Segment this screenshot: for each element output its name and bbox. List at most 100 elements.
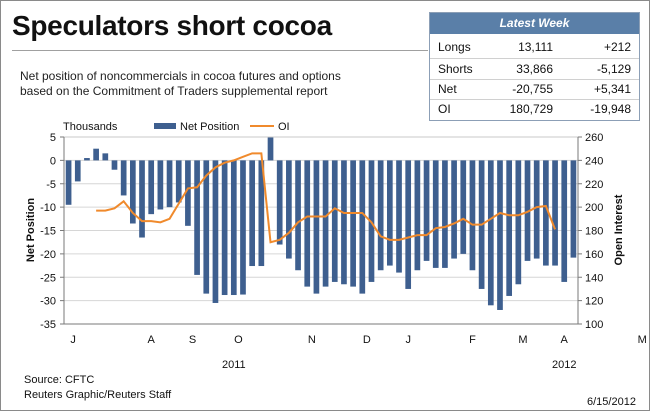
- left-axis-title: Net Position: [25, 198, 37, 262]
- net-position-bar: [322, 160, 329, 287]
- net-position-bar: [487, 160, 494, 306]
- row-label: OI: [438, 102, 451, 116]
- month-label: M: [638, 334, 647, 346]
- row-value: 33,866: [516, 62, 553, 76]
- net-position-bar: [570, 160, 577, 258]
- row-value: 180,729: [509, 102, 553, 116]
- net-position-bar: [84, 158, 90, 161]
- row-change: +212: [603, 40, 631, 54]
- y2-tick-label: 180: [585, 226, 603, 238]
- net-position-bar: [230, 160, 237, 296]
- net-position-bar: [139, 160, 145, 238]
- row-divider: [430, 79, 639, 80]
- net-position-bar: [552, 160, 558, 266]
- right-axis-ticks: 260 240 220 200 180 160 140 120 100: [578, 132, 603, 331]
- month-label: A: [561, 334, 569, 346]
- credit-note: Reuters Graphic/Reuters Staff: [24, 389, 172, 401]
- latest-week-heading: Latest Week: [430, 13, 639, 34]
- left-axis-ticks: 5 0 -5 -10 -15 -20 -25 -30 -35: [40, 132, 64, 331]
- net-position-bar: [74, 160, 81, 182]
- legend-swatch-net-position: [154, 123, 176, 129]
- y2-tick-label: 200: [585, 202, 603, 214]
- y-tick-label: 0: [50, 155, 56, 167]
- net-position-bar: [460, 160, 467, 254]
- row-divider: [430, 99, 639, 100]
- y-tick-label: -30: [40, 296, 56, 308]
- latest-week-panel: Latest Week Longs 13,111 +212 Shorts 33,…: [429, 12, 640, 121]
- net-position-bar: [432, 160, 439, 268]
- y-tick-label: -10: [40, 202, 56, 214]
- y-tick-label: 5: [50, 132, 56, 144]
- y-tick-label: -15: [40, 226, 56, 238]
- latest-week-row-shorts: Shorts 33,866 -5,129: [430, 59, 639, 79]
- subtitle-line-1: Net position of noncommercials in cocoa …: [20, 69, 341, 83]
- subtitle: Net position of noncommercials in cocoa …: [20, 69, 420, 99]
- net-position-bar: [331, 160, 338, 282]
- row-value: 13,111: [518, 40, 553, 54]
- net-position-bar: [157, 160, 164, 210]
- net-position-bar: [469, 160, 476, 271]
- net-position-bar: [313, 160, 320, 294]
- net-position-bar: [396, 160, 402, 273]
- net-position-bar: [102, 153, 109, 161]
- net-position-bars: [65, 137, 577, 310]
- net-position-bar: [506, 160, 513, 296]
- net-position-bar: [258, 160, 265, 267]
- date-stamp: 6/15/2012: [587, 396, 636, 408]
- month-label: S: [189, 334, 196, 346]
- subtitle-line-2: based on the Commitment of Traders suppl…: [20, 84, 328, 98]
- net-position-bar: [442, 160, 448, 268]
- net-position-bar: [561, 160, 568, 282]
- net-position-bar: [414, 160, 421, 271]
- net-position-bar: [359, 160, 366, 294]
- legend-label-net-position: Net Position: [180, 121, 239, 133]
- net-position-bar: [497, 160, 503, 310]
- legend-label-oi: OI: [278, 121, 290, 133]
- month-labels: JASONDJFMAMJ: [70, 334, 647, 346]
- net-position-bar: [166, 160, 173, 208]
- net-position-bar: [120, 160, 127, 196]
- net-position-bar: [386, 160, 393, 266]
- latest-week-row-oi: OI 180,729 -19,948: [430, 99, 639, 119]
- y2-tick-label: 260: [585, 132, 603, 144]
- net-position-bar: [515, 160, 522, 285]
- month-label: O: [234, 334, 243, 346]
- month-label: J: [405, 334, 411, 346]
- y-tick-label: -5: [46, 179, 56, 191]
- y2-tick-label: 100: [585, 319, 603, 331]
- y-tick-label: -20: [40, 249, 56, 261]
- year-label: 2011: [222, 359, 246, 371]
- units-label: Thousands: [63, 121, 118, 133]
- row-change: +5,341: [593, 82, 631, 96]
- y2-tick-label: 160: [585, 249, 603, 261]
- right-axis-title: Open Interest: [613, 194, 625, 265]
- net-position-bar: [423, 160, 430, 261]
- y2-tick-label: 140: [585, 272, 603, 284]
- row-change: -19,948: [590, 102, 631, 116]
- net-position-bar: [524, 160, 531, 261]
- year-label: 2012: [552, 359, 576, 371]
- row-label: Net: [438, 82, 457, 96]
- net-position-bar: [221, 160, 228, 296]
- net-position-bar: [341, 160, 347, 285]
- month-label: J: [70, 334, 76, 346]
- net-position-bar: [295, 160, 301, 271]
- y2-tick-label: 120: [585, 296, 603, 308]
- net-position-bar: [267, 137, 274, 161]
- net-position-bar: [185, 160, 191, 226]
- row-value: -20,755: [512, 82, 553, 96]
- month-label: F: [469, 334, 476, 346]
- net-position-bar: [65, 160, 72, 205]
- net-position-bar: [286, 160, 292, 259]
- row-change: -5,129: [596, 62, 631, 76]
- row-divider: [430, 58, 639, 59]
- oi-line: [96, 152, 556, 244]
- net-position-bar: [533, 160, 540, 259]
- net-position-bar: [194, 160, 200, 275]
- legend: Net Position OI: [154, 121, 290, 133]
- net-position-bar: [276, 160, 283, 245]
- net-position-bar: [543, 160, 549, 266]
- y2-tick-label: 240: [585, 155, 603, 167]
- net-position-bar: [304, 160, 311, 287]
